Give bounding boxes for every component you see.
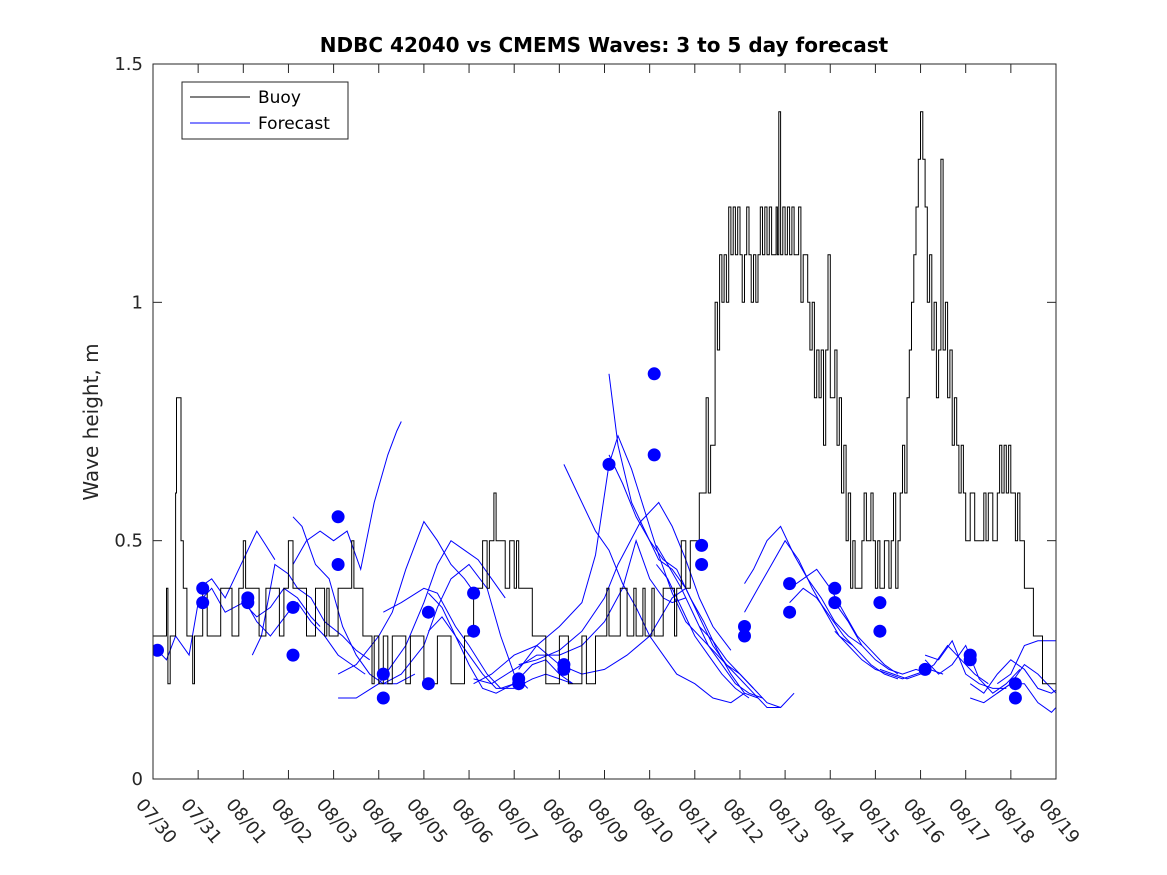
forecast-marker-29 — [828, 581, 842, 595]
forecast-marker-31 — [873, 596, 887, 610]
y-tick-label: 0.5 — [114, 531, 143, 552]
forecast-series-line-36 — [997, 663, 1056, 694]
forecast-marker-15 — [467, 624, 481, 638]
forecast-marker-9 — [331, 558, 345, 571]
forecast-series-line-21 — [656, 564, 750, 699]
forecast-series-line-23 — [698, 635, 781, 708]
forecast-marker-21 — [647, 367, 661, 381]
legend-label-buoy: Buoy — [258, 88, 301, 108]
y-tick-label: 0 — [132, 769, 143, 790]
forecast-marker-27 — [783, 577, 797, 591]
forecast-series-line-26 — [789, 568, 899, 675]
chart-title: NDBC 42040 vs CMEMS Waves: 3 to 5 day fo… — [320, 33, 889, 57]
forecast-series-line-8 — [337, 520, 479, 675]
forecast-marker-12 — [421, 605, 435, 619]
y-axis-label: Wave height, m — [79, 343, 103, 500]
forecast-series-line-25 — [744, 539, 854, 646]
forecast-series-line-4 — [251, 563, 370, 661]
forecast-marker-19 — [557, 662, 571, 676]
forecast-marker-20 — [602, 457, 616, 471]
forecast-marker-11 — [376, 691, 390, 705]
legend-box — [181, 81, 349, 140]
forecast-series-line-30 — [879, 644, 989, 685]
forecast-marker-28 — [783, 605, 797, 619]
forecast-marker-2 — [196, 581, 210, 595]
forecast-series-line-33 — [969, 659, 1056, 694]
forecast-series-line-11 — [428, 592, 574, 689]
forecast-series-line-31 — [924, 639, 1007, 689]
forecast-marker-3 — [196, 596, 210, 610]
buoy-series-line — [153, 111, 1056, 685]
plot-area — [153, 111, 1056, 713]
forecast-series-line-3 — [242, 597, 366, 675]
legend: Buoy Forecast — [181, 81, 349, 140]
forecast-series-line-35 — [997, 640, 1056, 685]
forecast-marker-17 — [512, 677, 526, 691]
forecast-series-line-28 — [834, 602, 930, 675]
forecast-marker-13 — [421, 677, 435, 691]
forecast-series-line-9 — [383, 563, 529, 689]
forecast-series-line-19 — [608, 454, 759, 699]
forecast-series-line-10 — [383, 587, 515, 689]
forecast-marker-24 — [695, 558, 709, 571]
forecast-marker-26 — [738, 629, 751, 643]
forecast-series-line-12 — [428, 616, 574, 694]
forecast-marker-22 — [647, 448, 661, 462]
y-tick-label: 1.5 — [114, 54, 143, 75]
y-tick-label: 1 — [132, 292, 143, 313]
forecast-series-line-24 — [744, 525, 863, 646]
forecast-series-line-22 — [698, 626, 795, 709]
forecast-marker-14 — [467, 586, 481, 600]
forecast-marker-30 — [828, 596, 842, 610]
forecast-series-line-18 — [608, 373, 754, 689]
forecast-marker-8 — [331, 510, 345, 524]
forecast-marker-36 — [1008, 677, 1022, 691]
forecast-series-line-15 — [518, 434, 700, 670]
legend-label-forecast: Forecast — [258, 114, 330, 134]
forecast-marker-1 — [153, 643, 164, 657]
forecast-marker-25 — [738, 620, 751, 633]
forecast-marker-7 — [286, 648, 300, 662]
forecast-marker-32 — [873, 624, 887, 638]
forecast-marker-37 — [1008, 691, 1022, 705]
forecast-marker-10 — [376, 667, 390, 681]
forecast-series-line-1 — [157, 587, 321, 661]
forecast-marker-23 — [695, 538, 709, 552]
forecast-marker-35 — [963, 653, 977, 667]
forecast-marker-33 — [918, 662, 932, 676]
forecast-series-line-7 — [338, 539, 506, 699]
y-axis: 0 0.5 1 1.5 — [114, 54, 1056, 790]
forecast-marker-6 — [286, 600, 300, 614]
forecast-marker-5 — [241, 596, 255, 610]
